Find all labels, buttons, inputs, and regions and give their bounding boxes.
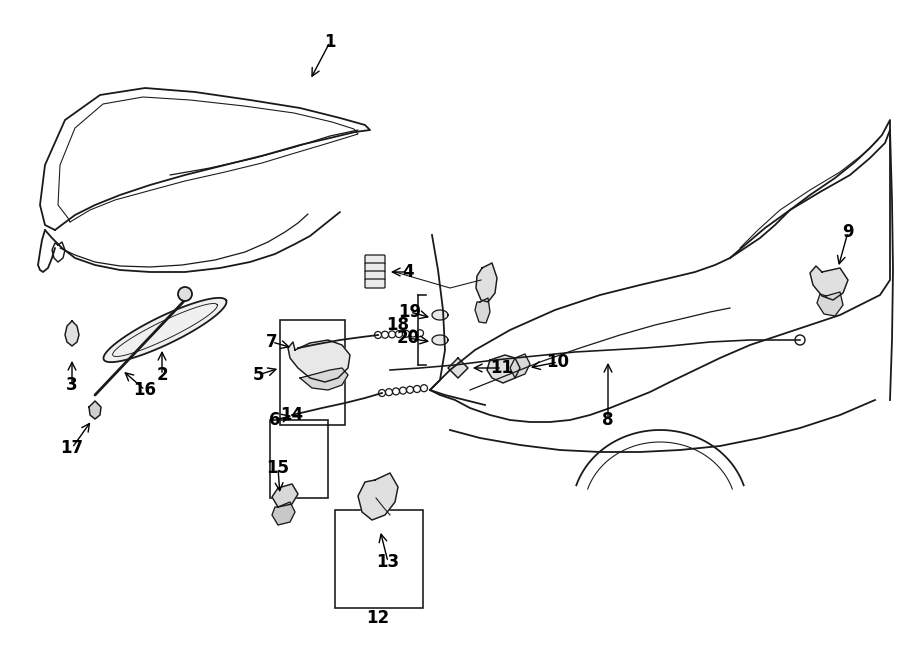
Polygon shape [358, 473, 398, 520]
FancyBboxPatch shape [365, 271, 385, 280]
Polygon shape [300, 368, 348, 390]
Polygon shape [448, 358, 468, 378]
Polygon shape [288, 340, 350, 382]
Text: 3: 3 [67, 376, 77, 394]
Polygon shape [475, 298, 490, 323]
FancyBboxPatch shape [365, 263, 385, 272]
Text: 10: 10 [546, 353, 570, 371]
Polygon shape [89, 401, 101, 419]
Text: 9: 9 [842, 223, 854, 241]
Polygon shape [432, 310, 448, 320]
Polygon shape [104, 298, 227, 362]
Polygon shape [432, 335, 448, 345]
Text: 16: 16 [133, 381, 157, 399]
Text: 1: 1 [324, 33, 336, 51]
Text: 18: 18 [386, 316, 410, 334]
Text: 20: 20 [396, 329, 419, 347]
Bar [335, 510, 423, 608]
Text: 2: 2 [157, 366, 167, 384]
FancyBboxPatch shape [365, 255, 385, 264]
Polygon shape [487, 355, 520, 383]
Circle shape [178, 287, 192, 301]
Text: 13: 13 [376, 553, 400, 571]
Polygon shape [817, 292, 843, 316]
Text: 17: 17 [60, 439, 84, 457]
Bar [280, 320, 345, 425]
Polygon shape [476, 263, 497, 302]
Text: 7: 7 [266, 333, 278, 351]
FancyBboxPatch shape [365, 279, 385, 288]
Polygon shape [810, 266, 848, 300]
Text: 12: 12 [366, 609, 390, 627]
Text: 4: 4 [402, 263, 414, 281]
Bar [270, 420, 328, 498]
Text: 5: 5 [252, 366, 264, 384]
Polygon shape [272, 484, 298, 507]
Text: 6: 6 [269, 411, 281, 429]
Polygon shape [272, 502, 295, 525]
Text: 11: 11 [491, 359, 514, 377]
Text: 14: 14 [281, 406, 303, 424]
Text: 8: 8 [602, 411, 614, 429]
Polygon shape [65, 321, 79, 346]
Polygon shape [510, 354, 530, 378]
Text: 15: 15 [266, 459, 290, 477]
Text: 19: 19 [399, 303, 421, 321]
